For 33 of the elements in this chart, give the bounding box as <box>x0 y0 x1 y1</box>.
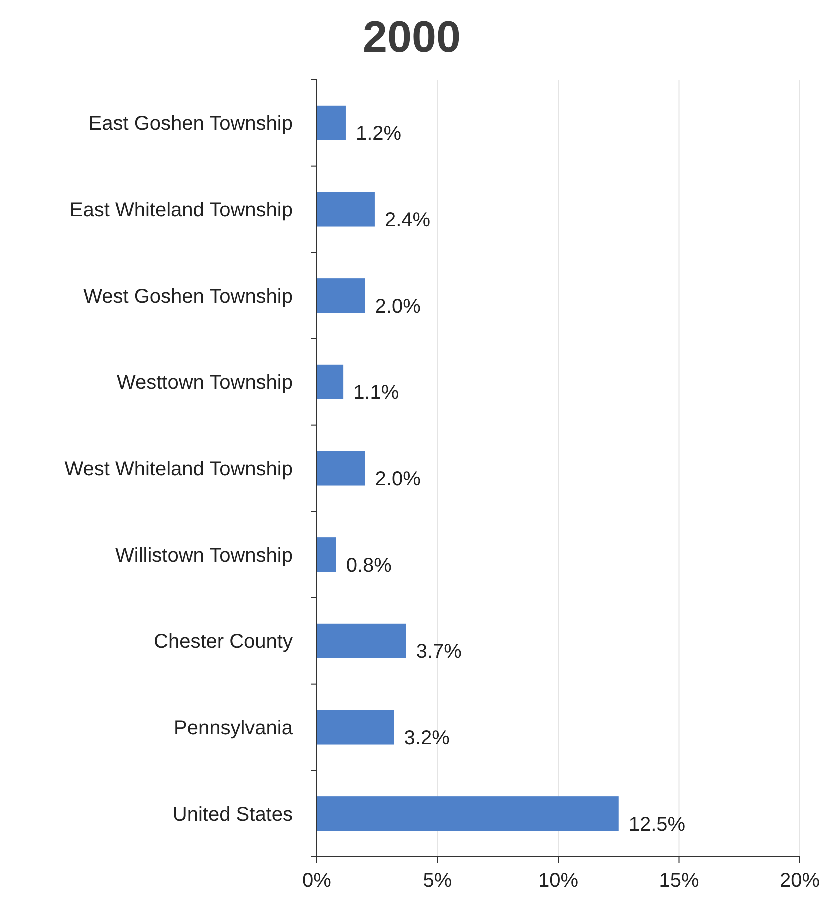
data-label: 1.2% <box>356 123 402 146</box>
y-tick-label: Willistown Township <box>116 544 293 567</box>
bar <box>317 710 394 745</box>
y-tick-label: East Whiteland Township <box>70 200 293 222</box>
x-tick-label: 5% <box>423 870 452 892</box>
data-label: 2.0% <box>375 468 422 490</box>
bar <box>317 538 336 572</box>
y-tick-label: Chester County <box>154 631 293 654</box>
data-label: 2.0% <box>375 296 422 318</box>
y-tick-label: United States <box>172 804 293 826</box>
x-tick-label: 20% <box>780 870 820 892</box>
y-tick-label: West Whiteland Township <box>64 458 293 480</box>
y-tick-label: West Goshen Township <box>84 286 293 308</box>
x-tick-label: 10% <box>538 870 579 892</box>
bar <box>317 106 346 140</box>
bar <box>317 278 366 314</box>
bar <box>317 192 375 227</box>
data-label: 1.1% <box>354 382 400 404</box>
data-label: 3.2% <box>404 728 450 750</box>
x-tick-label: 15% <box>659 870 700 892</box>
data-label: 2.4% <box>384 210 431 232</box>
x-tick-label: 0% <box>302 870 332 892</box>
chart-title: 2000 <box>363 13 461 62</box>
bar <box>317 451 366 486</box>
data-label: 12.5% <box>628 814 686 836</box>
y-tick-label: East Goshen Township <box>88 113 293 136</box>
data-label: 0.8% <box>346 554 392 577</box>
data-label: 3.7% <box>416 641 462 664</box>
y-tick-label: Pennsylvania <box>174 718 294 740</box>
bar <box>317 796 619 832</box>
y-tick-label: Westtown Township <box>116 372 293 394</box>
bar <box>317 624 406 658</box>
bar <box>317 364 344 400</box>
